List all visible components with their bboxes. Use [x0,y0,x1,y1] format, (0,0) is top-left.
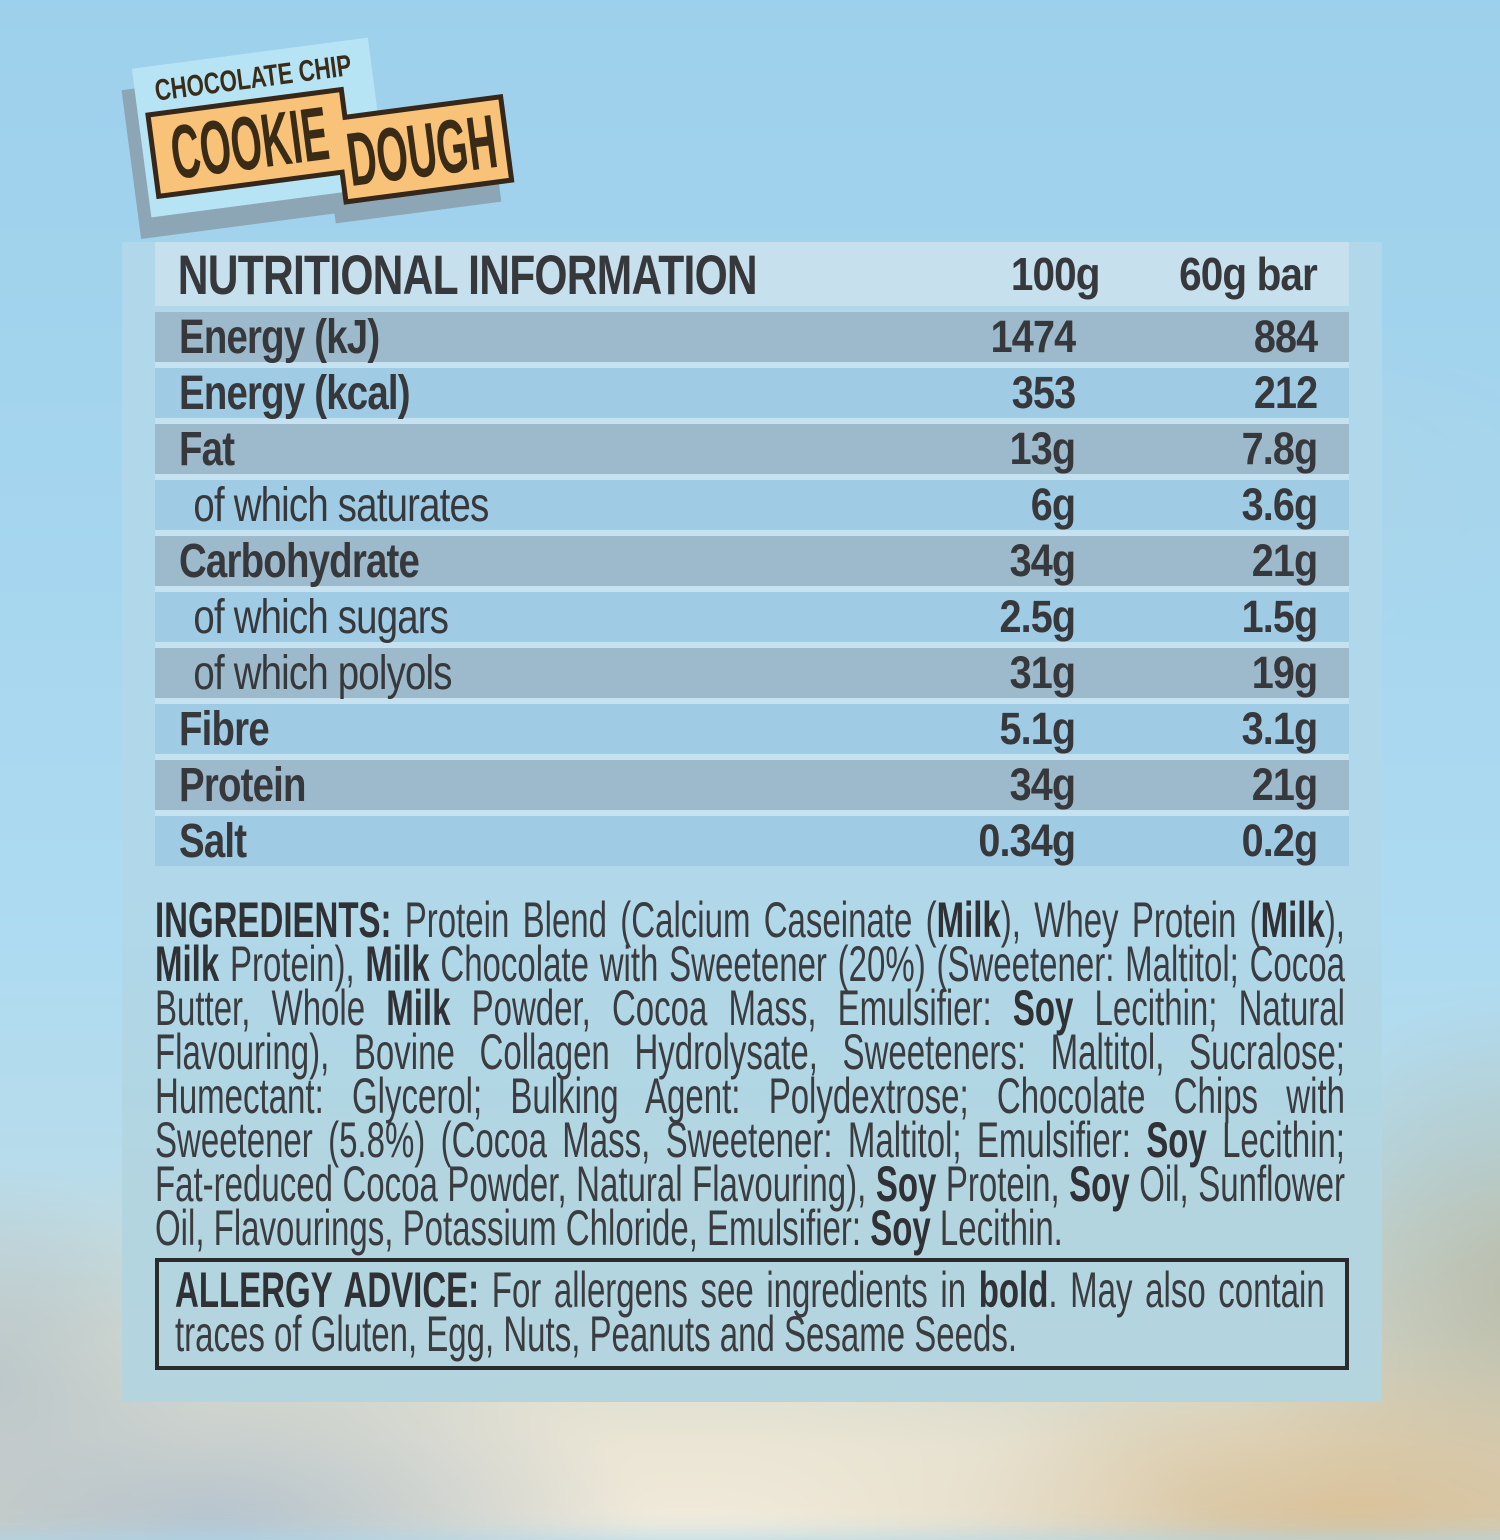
nutrient-label: Energy (kJ) [179,310,380,364]
value-per-100g: 5.1g [999,703,1077,754]
nutrient-label: Protein [179,758,306,812]
value-per-100g: 2.5g [999,591,1077,642]
column-header-60g-bar: 60g bar [1179,248,1318,300]
column-header-100g: 100g [1010,248,1101,300]
value-per-100g: 31g [1009,647,1076,698]
nutrition-table: NUTRITIONAL INFORMATION 100g 60g bar Ene… [155,242,1349,868]
value-per-60g-bar: 1.5g [1241,591,1319,642]
value-per-100g: 34g [1009,535,1076,586]
value-per-60g-bar: 21g [1251,535,1318,586]
nutrient-label: of which saturates [193,478,489,532]
allergy-advice-text: ALLERGY ADVICE: For allergens see ingred… [175,1262,1325,1362]
value-per-60g-bar: 212 [1253,367,1318,418]
value-per-60g-bar: 7.8g [1241,423,1319,474]
nutrient-label: of which sugars [193,590,449,644]
nutrient-label: Salt [179,814,247,868]
table-row-fibre: Fibre 5.1g 3.1g [155,702,1349,756]
value-per-100g: 353 [1011,367,1076,418]
label-panel: NUTRITIONAL INFORMATION 100g 60g bar Ene… [122,242,1382,1402]
value-per-60g-bar: 3.1g [1241,703,1319,754]
nutrient-label: Fat [179,422,235,476]
value-per-100g: 6g [1030,479,1076,530]
nutrition-table-title: NUTRITIONAL INFORMATION [177,242,758,306]
value-per-100g: 1474 [990,311,1076,362]
nutrient-label: Carbohydrate [179,534,420,588]
table-row-saturates: of which saturates 6g 3.6g [155,478,1349,532]
value-per-60g-bar: 884 [1253,311,1318,362]
table-row-protein: Protein 34g 21g [155,758,1349,812]
badge-orange-banner [145,86,515,205]
table-row-salt: Salt 0.34g 0.2g [155,814,1349,868]
table-row-polyols: of which polyols 31g 19g [155,646,1349,700]
badge-product-word-dough: DOUGH [342,99,502,203]
flavor-badge: CHOCOLATE CHIP COOKIE DOUGH [121,37,515,239]
table-row-sugars: of which sugars 2.5g 1.5g [155,590,1349,644]
value-per-60g-bar: 0.2g [1241,815,1319,866]
table-row-energy-kcal: Energy (kcal) 353 212 [155,366,1349,420]
value-per-60g-bar: 21g [1251,759,1318,810]
allergy-advice-box: ALLERGY ADVICE: For allergens see ingred… [155,1258,1349,1370]
table-row-carbohydrate: Carbohydrate 34g 21g [155,534,1349,588]
ingredients-text: INGREDIENTS: Protein Blend (Calcium Case… [155,892,1345,1256]
value-per-100g: 0.34g [978,815,1076,866]
badge-product-word-cookie: COOKIE [166,91,334,196]
nutrient-label: Energy (kcal) [179,366,411,420]
table-row-energy-kj: Energy (kJ) 1474 884 [155,310,1349,364]
nutrition-table-body: Energy (kJ) 1474 884 Energy (kcal) 353 2… [155,310,1349,868]
nutrient-label: Fibre [179,702,270,756]
value-per-100g: 13g [1009,423,1076,474]
nutrient-label: of which polyols [193,646,452,700]
ingredients-section: INGREDIENTS: Protein Blend (Calcium Case… [155,892,1349,1256]
nutrition-table-header: NUTRITIONAL INFORMATION 100g 60g bar [155,242,1349,306]
value-per-60g-bar: 19g [1251,647,1318,698]
value-per-60g-bar: 3.6g [1241,479,1319,530]
table-row-fat: Fat 13g 7.8g [155,422,1349,476]
value-per-100g: 34g [1009,759,1076,810]
